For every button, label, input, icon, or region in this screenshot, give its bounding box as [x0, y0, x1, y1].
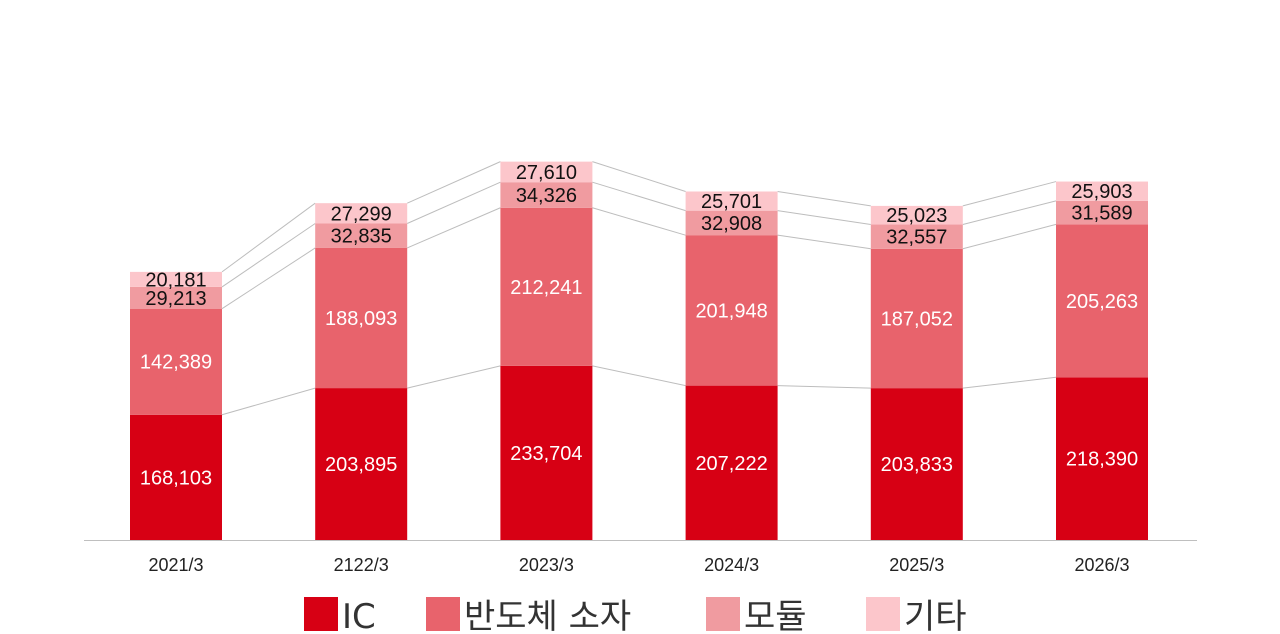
- series-line: [406, 161, 501, 204]
- series-line: [777, 234, 871, 250]
- data-label: 20,181: [145, 269, 206, 291]
- bar-segment: [1056, 200, 1148, 225]
- data-label: 205,263: [1066, 291, 1138, 313]
- data-label: 34,326: [516, 185, 577, 207]
- series-line: [221, 387, 316, 416]
- bar-segment: [685, 191, 778, 211]
- data-label: 201,948: [695, 300, 767, 322]
- bar-segment: [500, 207, 593, 366]
- bar-segment: [130, 414, 222, 540]
- legend-item: 모듈: [706, 597, 807, 634]
- data-label: 25,023: [886, 205, 947, 227]
- legend: IC 반도체 소자 모듈 기타: [304, 597, 967, 634]
- legend-label: 반도체 소자: [464, 597, 631, 634]
- bar-segment: [315, 223, 408, 248]
- data-label: 168,103: [140, 467, 212, 489]
- x-tick-labels: 2021/3 2122/3 2023/3 2024/3 2025/3 2026/3: [148, 555, 1129, 575]
- bar-segment: [870, 224, 963, 249]
- series-line: [407, 207, 501, 249]
- series-line: [962, 223, 1057, 250]
- series-line: [592, 161, 686, 192]
- series-line: [592, 365, 686, 387]
- bar-segment: [315, 388, 408, 540]
- legend-label: 모듈: [744, 597, 807, 634]
- legend-label: 기타: [904, 597, 967, 634]
- legend-swatch: [304, 597, 338, 631]
- data-label: 212,241: [510, 277, 582, 299]
- series-line: [221, 223, 316, 288]
- bar-segment: [500, 161, 593, 183]
- bar-segment: [500, 182, 593, 208]
- data-label: 207,222: [695, 453, 767, 475]
- series-connector-lines: [221, 161, 1057, 416]
- bar-segment: [870, 205, 963, 225]
- x-tick-label: 2025/3: [889, 555, 944, 575]
- legend-item: 반도체 소자: [426, 597, 631, 634]
- data-label: 203,895: [325, 454, 397, 476]
- data-label: 27,610: [516, 162, 577, 184]
- x-tick-label: 2023/3: [519, 555, 574, 575]
- data-label: 218,390: [1066, 449, 1138, 471]
- series-line: [407, 365, 501, 389]
- bar-segment: [315, 203, 408, 224]
- data-label: 142,389: [140, 352, 212, 374]
- bar-segment: [130, 271, 222, 287]
- series-line: [221, 202, 316, 273]
- series-line: [777, 385, 871, 389]
- data-label: 29,213: [145, 288, 206, 310]
- bar-segment: [685, 235, 778, 386]
- series-line: [221, 247, 316, 310]
- bar-segment: [1056, 377, 1148, 540]
- legend-swatch: [426, 597, 460, 631]
- data-label: 187,052: [881, 308, 953, 330]
- x-tick-label: 2021/3: [148, 555, 203, 575]
- x-tick-label: 2122/3: [334, 555, 389, 575]
- series-line: [962, 200, 1057, 226]
- legend-label: IC: [342, 597, 376, 634]
- series-line: [962, 181, 1057, 207]
- series-line: [592, 207, 686, 236]
- x-tick-label: 2024/3: [704, 555, 759, 575]
- bar-segment: [130, 286, 222, 309]
- data-label: 32,835: [331, 226, 392, 248]
- bar-segment: [315, 247, 408, 389]
- data-label: 203,833: [881, 454, 953, 476]
- data-label: 27,299: [331, 203, 392, 225]
- data-label: 233,704: [510, 443, 582, 465]
- bar-segment: [1056, 224, 1148, 378]
- bar-segment: [870, 248, 963, 389]
- series-line: [962, 376, 1057, 389]
- bar-segment: [1056, 181, 1148, 201]
- data-label: 32,557: [886, 227, 947, 249]
- data-label: 32,908: [701, 213, 762, 235]
- data-label: 25,701: [701, 191, 762, 213]
- bar-segment: [685, 210, 778, 236]
- bar-segment: [500, 365, 593, 540]
- bar-segment: [870, 388, 963, 540]
- legend-swatch: [706, 597, 740, 631]
- bar-segment: [130, 308, 222, 415]
- data-label: 188,093: [325, 308, 397, 330]
- legend-swatch: [866, 597, 900, 631]
- series-line: [406, 181, 501, 224]
- series-line: [777, 210, 871, 226]
- series-line: [777, 191, 871, 207]
- bar-segment: [685, 385, 778, 540]
- data-label: 25,903: [1071, 181, 1132, 203]
- data-label: 31,589: [1071, 203, 1132, 225]
- legend-item: IC: [304, 597, 376, 634]
- legend-item: 기타: [866, 597, 967, 634]
- x-tick-label: 2026/3: [1074, 555, 1129, 575]
- series-line: [592, 181, 686, 212]
